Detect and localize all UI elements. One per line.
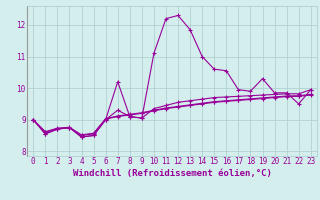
X-axis label: Windchill (Refroidissement éolien,°C): Windchill (Refroidissement éolien,°C)	[73, 169, 271, 178]
